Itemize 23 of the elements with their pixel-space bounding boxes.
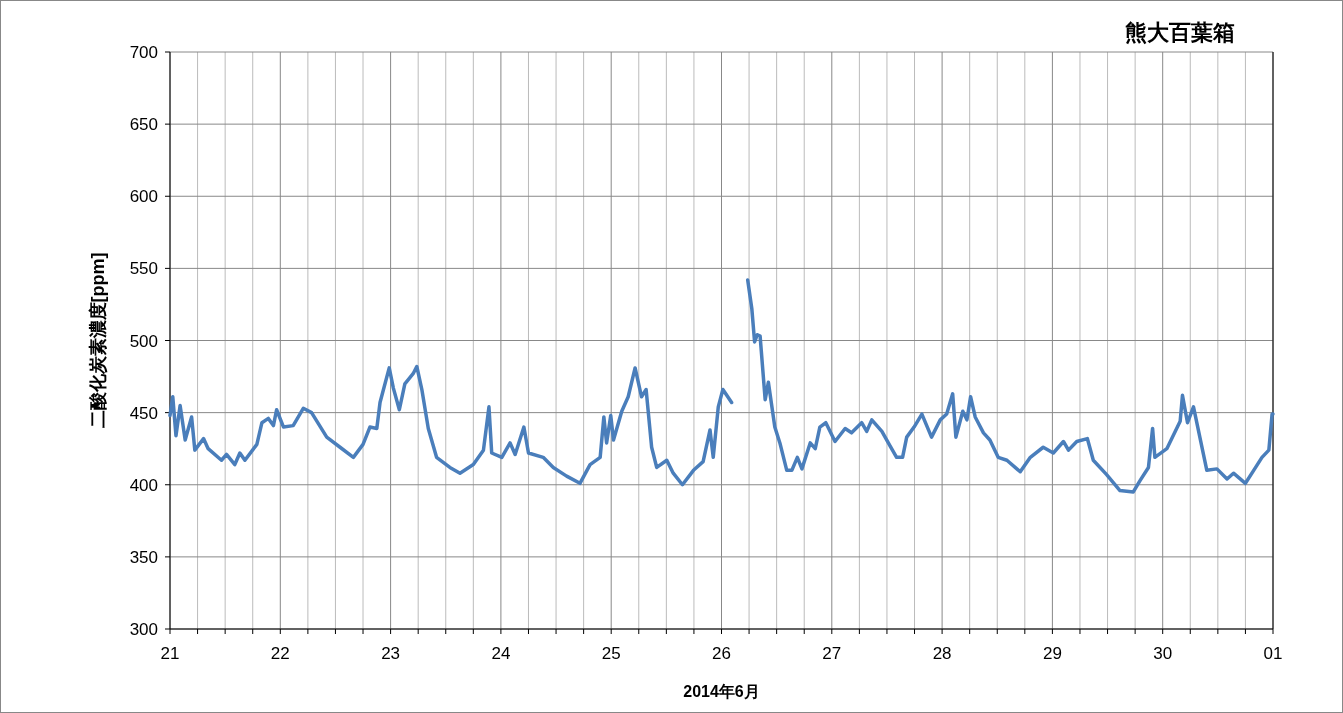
x-axis-title: 2014年6月 — [683, 683, 760, 700]
x-tick-label: 22 — [270, 644, 290, 663]
y-tick-label: 550 — [129, 259, 158, 279]
x-tick-label: 29 — [1042, 644, 1062, 663]
y-tick-label: 600 — [129, 187, 158, 207]
y-tick-label: 650 — [129, 115, 158, 135]
y-axis-title: 二酸化炭素濃度[ppm] — [88, 252, 108, 429]
y-tick-label: 450 — [129, 403, 158, 423]
y-tick-label: 500 — [129, 331, 158, 351]
x-tick-label: 30 — [1153, 644, 1173, 663]
x-tick-label: 26 — [712, 644, 731, 663]
x-tick-label: 21 — [160, 644, 180, 663]
y-tick-label: 400 — [129, 475, 158, 495]
x-tick-label: 27 — [822, 644, 842, 663]
y-tick-label: 350 — [129, 547, 158, 567]
y-tick-label: 700 — [129, 43, 158, 62]
x-tick-label: 24 — [491, 644, 511, 663]
x-tick-label: 01 — [1263, 644, 1283, 663]
y-tick-label: 300 — [129, 620, 158, 639]
chart-title: 熊大百葉箱 — [1125, 20, 1235, 45]
x-tick-label: 23 — [381, 644, 401, 663]
x-tick-label: 28 — [932, 644, 952, 663]
x-tick-label: 25 — [601, 644, 621, 663]
